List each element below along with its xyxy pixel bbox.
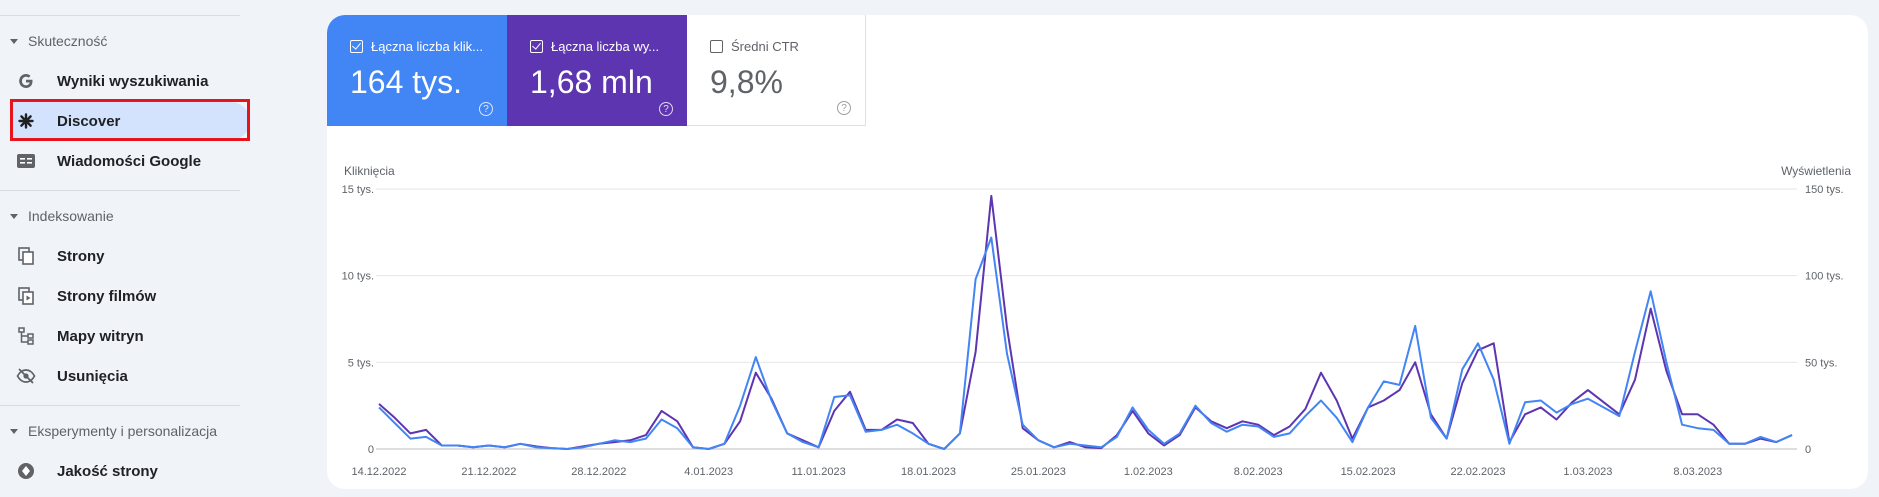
google-g-icon	[15, 70, 37, 92]
y-right-tick-label: 50 tys.	[1805, 357, 1837, 369]
performance-chart: Kliknięcia Wyświetlenia 0 0 5 tys. 50 tys. 1…	[342, 164, 1852, 478]
sidebar-item-discover[interactable]: Discover	[10, 102, 250, 140]
y-left-tick-label: 15 tys.	[342, 184, 374, 196]
sidebar-item-label: Usunięcia	[57, 367, 128, 385]
x-tick-label: 15.02.2023	[1341, 466, 1396, 478]
y-axis-right-label: Wyświetlenia	[1781, 164, 1851, 178]
google-news-icon	[15, 150, 37, 172]
sidebar-item-label: Jakość strony	[57, 462, 158, 480]
y-right-tick-label: 150 tys.	[1805, 184, 1844, 196]
x-tick-label: 8.03.2023	[1673, 466, 1722, 478]
help-icon[interactable]: ?	[837, 101, 851, 115]
video-pages-icon	[15, 285, 37, 307]
sidebar-item-pages[interactable]: Strony	[10, 237, 250, 275]
sidebar-item-sitemaps[interactable]: Mapy witryn	[10, 317, 250, 355]
sidebar-divider	[0, 405, 240, 406]
page-experience-icon	[15, 460, 37, 482]
section-indexing[interactable]: Indeksowanie	[10, 208, 114, 224]
metric-label: Łączna liczba wy...	[551, 39, 660, 54]
sidebar-item-google-news[interactable]: Wiadomości Google	[10, 142, 250, 180]
x-tick-label: 18.01.2023	[901, 466, 956, 478]
x-tick-label: 21.12.2022	[461, 466, 516, 478]
removals-eye-off-icon	[15, 365, 37, 387]
metric-value: 9,8%	[710, 64, 783, 100]
pages-icon	[15, 245, 37, 267]
sidebar-divider	[0, 15, 240, 16]
x-tick-label: 1.02.2023	[1124, 466, 1173, 478]
caret-down-icon	[10, 213, 18, 219]
help-icon[interactable]: ?	[479, 102, 493, 116]
series-line	[378, 236, 1793, 450]
discover-asterisk-icon	[15, 110, 37, 132]
section-performance[interactable]: Skuteczność	[10, 33, 107, 49]
checkbox-checked-icon[interactable]	[530, 40, 543, 53]
series-line	[378, 194, 1793, 450]
caret-down-icon	[10, 38, 18, 44]
sidebar-item-label: Strony filmów	[57, 287, 157, 305]
x-tick-label: 25.01.2023	[1011, 466, 1066, 478]
sidebar-item-label: Wyniki wyszukiwania	[57, 72, 209, 90]
x-tick-label: 4.01.2023	[684, 466, 733, 478]
metric-total-impressions[interactable]: Łączna liczba wy... 1,68 mln ?	[507, 15, 687, 126]
checkbox-unchecked-icon[interactable]	[710, 40, 723, 53]
x-tick-label: 1.03.2023	[1563, 466, 1612, 478]
x-tick-label: 28.12.2022	[571, 466, 626, 478]
sidebar-item-label: Strony	[57, 247, 105, 265]
section-label: Eksperymenty i personalizacja	[28, 423, 218, 439]
y-left-tick-label: 10 tys.	[342, 271, 374, 283]
performance-card: Łączna liczba klik... 164 tys. ? Łączna …	[327, 15, 1868, 489]
y-axis-left-label: Kliknięcia	[344, 164, 395, 178]
highlight-box	[10, 99, 250, 141]
y-right-tick-label: 100 tys.	[1805, 271, 1844, 283]
metric-average-ctr[interactable]: Średni CTR 9,8% ?	[687, 15, 866, 126]
x-tick-label: 11.01.2023	[791, 466, 845, 478]
sidebar-item-removals[interactable]: Usunięcia	[10, 357, 250, 395]
metric-value: 1,68 mln	[530, 64, 653, 100]
section-label: Skuteczność	[28, 33, 108, 49]
x-tick-label: 14.12.2022	[351, 466, 406, 478]
sidebar-item-video-pages[interactable]: Strony filmów	[10, 277, 250, 315]
help-icon[interactable]: ?	[659, 102, 673, 116]
metric-total-clicks[interactable]: Łączna liczba klik... 164 tys. ?	[327, 15, 507, 126]
sidebar-item-page-experience[interactable]: Jakość strony	[10, 452, 250, 490]
sidebar-divider	[0, 190, 240, 191]
sidebar-item-search-results[interactable]: Wyniki wyszukiwania	[10, 62, 250, 100]
sitemap-icon	[15, 325, 37, 347]
x-tick-label: 8.02.2023	[1234, 466, 1283, 478]
metric-label: Łączna liczba klik...	[371, 39, 483, 54]
y-left-tick-label: 0	[368, 444, 374, 456]
section-experiments[interactable]: Eksperymenty i personalizacja	[10, 423, 217, 439]
x-tick-label: 22.02.2023	[1450, 466, 1505, 478]
metric-label: Średni CTR	[731, 39, 799, 54]
section-label: Indeksowanie	[28, 208, 114, 224]
y-left-tick-label: 5 tys.	[348, 357, 374, 369]
sidebar-item-label: Discover	[57, 112, 121, 130]
sidebar: Skuteczność Wyniki wyszukiwania Discover…	[0, 0, 250, 497]
sidebar-item-label: Wiadomości Google	[57, 152, 202, 170]
y-right-tick-label: 0	[1805, 444, 1811, 456]
metric-value: 164 tys.	[350, 64, 463, 100]
checkbox-checked-icon[interactable]	[350, 40, 363, 53]
caret-down-icon	[10, 428, 18, 434]
sidebar-item-label: Mapy witryn	[57, 327, 144, 345]
